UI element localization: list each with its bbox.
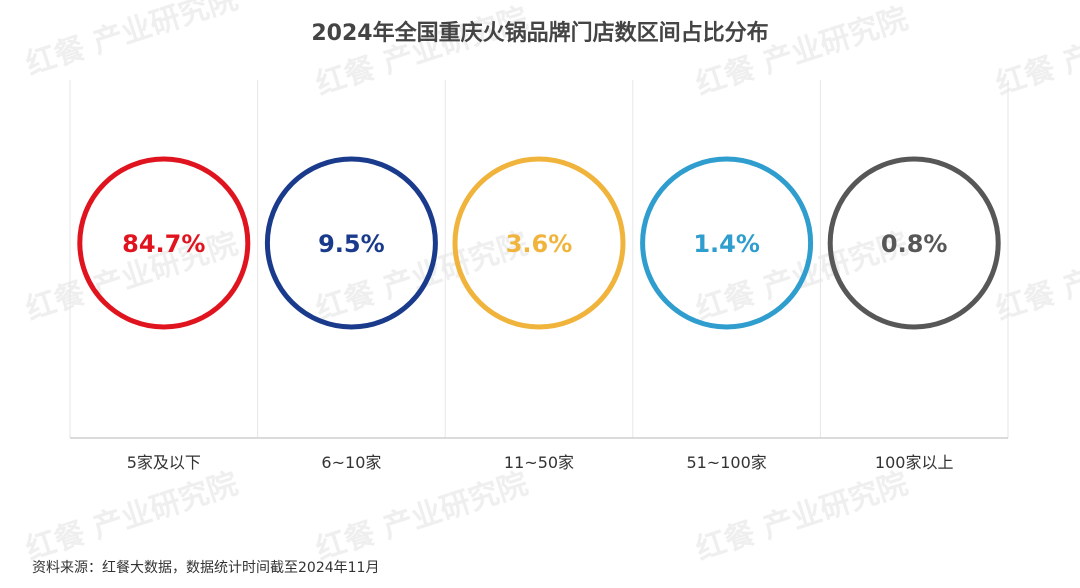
value-label-5: 0.8%	[881, 230, 948, 258]
value-circle-5	[827, 156, 1001, 330]
watermark-stamp-11: 红餐 产业研究院	[692, 466, 912, 567]
watermark-stamp-1: 红餐 产业研究院	[22, 0, 242, 83]
marks-layer: 84.7% 9.5% 3.6% 1.4% 0.8%	[77, 156, 1001, 330]
value-circle-2	[264, 156, 438, 330]
source-note: 资料来源：红餐大数据，数据统计时间截至2024年11月	[32, 560, 379, 576]
watermark-stamp-3: 红餐 产业研究院	[692, 1, 912, 102]
watermark-stamp-2: 红餐 产业研究院	[312, 1, 532, 102]
chart-title: 2024年全国重庆火锅品牌门店数区间占比分布	[311, 20, 768, 46]
watermark-stamp-4: 红餐 产业研究院	[992, 1, 1080, 102]
tick-label-2: 6~10家	[321, 453, 381, 472]
value-label-4: 1.4%	[693, 230, 760, 258]
watermark-stamp-10: 红餐 产业研究院	[312, 466, 532, 567]
grid-layer	[69, 80, 1009, 438]
tick-label-1: 5家及以下	[127, 453, 201, 472]
tick-labels: 5家及以下 6~10家 11~50家 51~100家 100家以上	[127, 453, 954, 472]
watermark-stamp-9: 红餐 产业研究院	[22, 466, 242, 567]
value-label-2: 9.5%	[318, 230, 385, 258]
tick-label-4: 51~100家	[686, 453, 766, 472]
value-label-3: 3.6%	[506, 230, 573, 258]
value-circle-3	[452, 156, 626, 330]
value-circle-4	[640, 156, 814, 330]
watermark-stamp-8: 红餐 产业研究院	[992, 226, 1080, 327]
value-label-1: 84.7%	[122, 230, 205, 258]
tick-label-5: 100家以上	[875, 453, 954, 472]
value-circle-1	[77, 156, 251, 330]
tick-label-3: 11~50家	[504, 453, 574, 472]
